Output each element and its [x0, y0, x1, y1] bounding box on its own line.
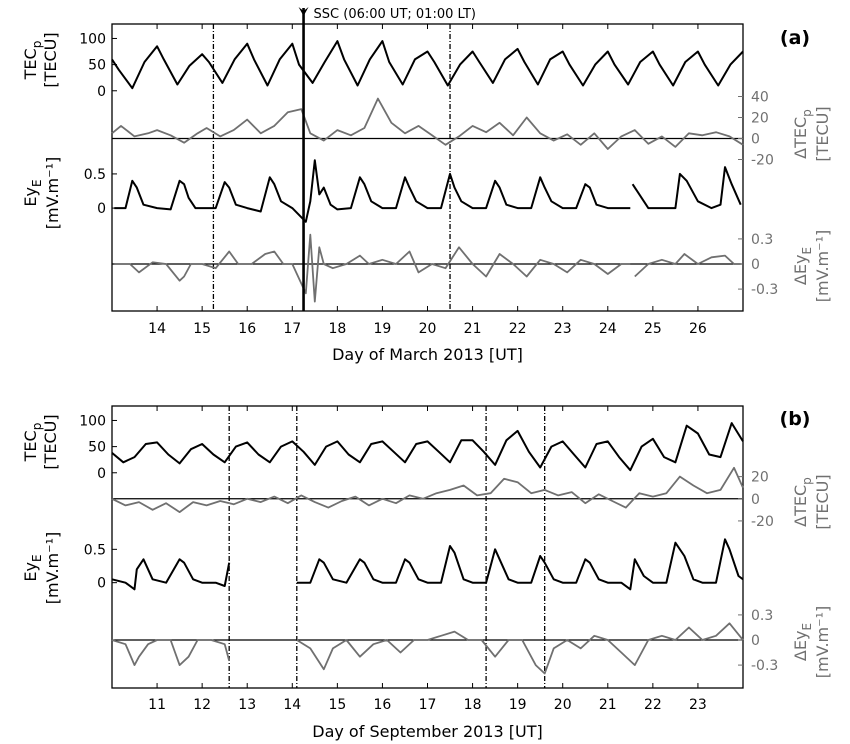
x-tick-label: 18: [464, 697, 482, 713]
ey-y-tick-label: 0: [97, 576, 106, 592]
ey-y-label: EyE: [21, 179, 44, 206]
ssc-arrow-icon: [298, 7, 309, 16]
x-axis-label: Day of September 2013 [UT]: [312, 722, 542, 741]
x-tick-label: 15: [328, 697, 346, 713]
panel-a: 14 15 16 17 18 19 20 21 22 23 24 25 26 Day of March 2…: [21, 7, 832, 364]
tec-y-tick-label: 100: [79, 413, 106, 429]
x-tick-label: 17: [283, 321, 301, 337]
x-tick-label: 20: [419, 321, 437, 337]
ey-line: [111, 538, 744, 591]
ey-y-tick-label: 0: [97, 201, 106, 217]
x-tick-label: 22: [509, 321, 527, 337]
dey-y-tick-label: 0: [751, 633, 760, 649]
dey-y-tick-label: 0.3: [751, 608, 773, 624]
ey-y-unit: [mV.m⁻¹]: [43, 532, 62, 604]
x-tick-label: 14: [283, 697, 301, 713]
dey-y-unit: [mV.m⁻¹]: [813, 606, 832, 678]
plot-frame: [111, 23, 744, 312]
dey-y-tick-label: 0.3: [751, 232, 773, 248]
panel-b: 11 12 13 14 15 16 17 18 19 20 21 22 23 Day of Septemb…: [21, 405, 832, 741]
tec-y-tick-label: 100: [79, 31, 106, 47]
ssc-label: SSC (06:00 UT; 01:00 LT): [314, 7, 476, 22]
tec-line: [111, 422, 744, 472]
dey-y-tick-label: -0.3: [751, 658, 778, 674]
dtec-y-tick-label: 40: [751, 90, 769, 106]
x-tick-label: 19: [509, 697, 527, 713]
x-tick-label: 21: [599, 697, 617, 713]
x-tick-label: 15: [193, 321, 211, 337]
x-tick-label: 19: [374, 321, 392, 337]
ey-line: [114, 159, 742, 223]
ey-y-tick-label: 0.5: [84, 167, 106, 183]
tec-y-tick-label: 50: [88, 58, 106, 74]
tec-y-tick-label: 0: [97, 84, 106, 100]
panel-letter: (b): [780, 408, 811, 430]
tec-y-unit: [TECU]: [41, 414, 60, 469]
ey-y-tick-label: 0.5: [84, 542, 106, 558]
dtec-y-label: ΔTECp: [791, 109, 814, 159]
tec-y-tick-label: 50: [88, 440, 106, 456]
x-tick-label: 21: [464, 321, 482, 337]
x-tick-label: 22: [644, 697, 662, 713]
x-tick-label: 23: [689, 697, 707, 713]
ey-y-unit: [mV.m⁻¹]: [43, 157, 62, 229]
ey-y-label: EyE: [21, 554, 44, 581]
dey-y-label: ΔEyE: [791, 623, 814, 661]
x-tick-label: 13: [238, 697, 256, 713]
dey-y-label: ΔEyE: [791, 247, 814, 285]
tec-y-tick-label: 0: [97, 466, 106, 482]
dtec-line: [111, 97, 744, 150]
x-tick-label: 14: [148, 321, 166, 337]
dey-y-unit: [mV.m⁻¹]: [813, 230, 832, 302]
x-tick-label: 16: [238, 321, 256, 337]
dey-line: [111, 622, 744, 675]
x-tick-label: 20: [554, 697, 572, 713]
dtec-y-tick-label: -20: [751, 153, 774, 169]
tec-y-label: TECp: [21, 423, 44, 463]
tec-line: [111, 40, 744, 90]
x-tick-label: 11: [148, 697, 166, 713]
dtec-line: [111, 466, 744, 513]
x-tick-label: 12: [193, 697, 211, 713]
tec-y-label: TECp: [21, 41, 44, 81]
x-tick-label: 16: [374, 697, 392, 713]
x-axis-label: Day of March 2013 [UT]: [332, 345, 523, 364]
tec-y-unit: [TECU]: [41, 32, 60, 87]
dey-line: [114, 233, 741, 303]
x-tick-label: 23: [554, 321, 572, 337]
dtec-y-unit: [TECU]: [813, 106, 832, 161]
x-tick-label: 17: [419, 697, 437, 713]
x-tick-label: 26: [689, 321, 707, 337]
dey-y-tick-label: 0: [751, 257, 760, 273]
dtec-y-tick-label: 20: [751, 111, 769, 127]
x-tick-label: 18: [328, 321, 346, 337]
dey-y-tick-label: -0.3: [751, 282, 778, 298]
panel-letter: (a): [780, 27, 810, 49]
dtec-y-tick-label: 0: [751, 132, 760, 148]
dtec-y-tick-label: -20: [751, 514, 774, 530]
dtec-y-unit: [TECU]: [813, 474, 832, 529]
x-tick-label: 25: [644, 321, 662, 337]
dtec-y-label: ΔTECp: [791, 477, 814, 527]
dtec-y-tick-label: 20: [751, 470, 769, 486]
dtec-y-tick-label: 0: [751, 492, 760, 508]
x-tick-label: 24: [599, 321, 617, 337]
